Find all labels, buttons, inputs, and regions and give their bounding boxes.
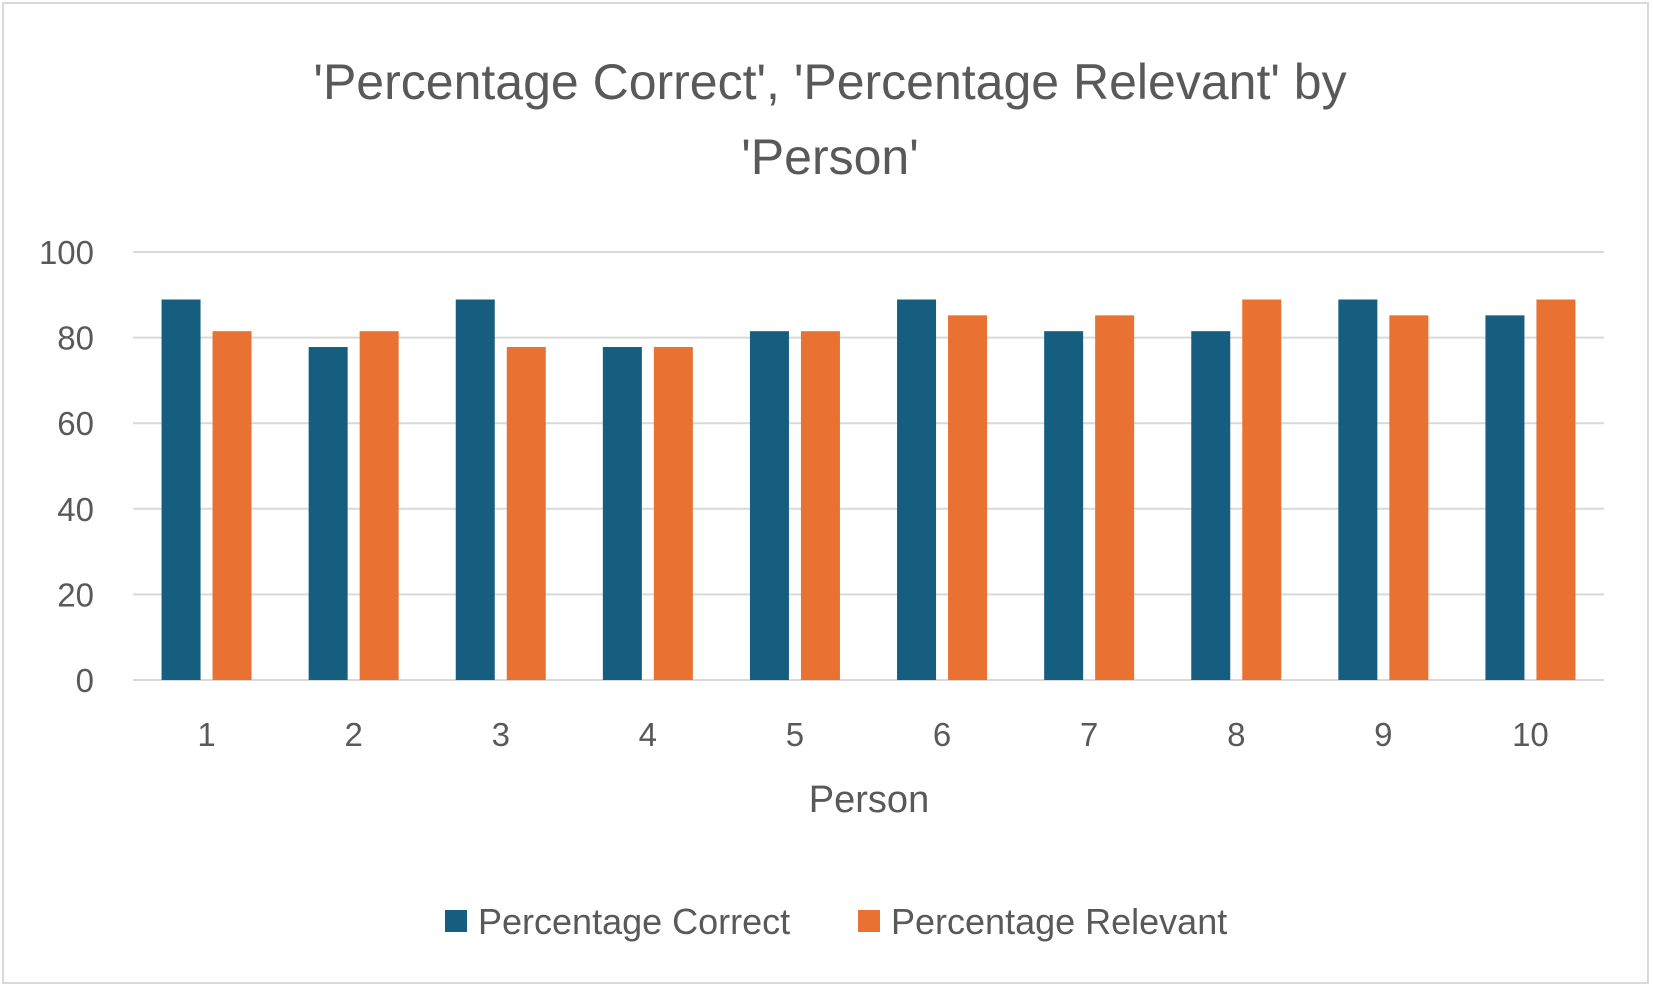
- y-tick-label-80: 80: [57, 320, 94, 357]
- x-tick-label-3: 3: [492, 716, 510, 753]
- bar-percentage-correct-person-9: [1338, 299, 1378, 680]
- x-tick-label-9: 9: [1374, 716, 1392, 753]
- x-tick-label-8: 8: [1227, 716, 1245, 753]
- bar-percentage-relevant-person-8: [1242, 299, 1282, 680]
- y-tick-label-100: 100: [39, 234, 94, 271]
- bar-percentage-correct-person-4: [602, 347, 642, 680]
- bar-percentage-relevant-person-4: [653, 347, 693, 680]
- bar-percentage-relevant-person-3: [506, 347, 546, 680]
- legend: Percentage Correct Percentage Relevant: [445, 901, 1227, 942]
- bar-percentage-correct-person-6: [897, 299, 937, 680]
- legend-swatch-percentage-correct: [445, 910, 467, 932]
- y-tick-label-40: 40: [57, 491, 94, 528]
- chart-title-line1: 'Percentage Correct', 'Percentage Releva…: [313, 54, 1346, 110]
- x-tick-label-2: 2: [344, 716, 362, 753]
- x-tick-label-1: 1: [197, 716, 215, 753]
- bar-percentage-correct-person-7: [1044, 331, 1084, 680]
- bar-percentage-correct-person-2: [308, 347, 348, 680]
- bar-percentage-correct-person-8: [1191, 331, 1231, 680]
- bar-percentage-relevant-person-9: [1389, 315, 1429, 680]
- y-tick-label-20: 20: [57, 576, 94, 613]
- x-axis-tick-labels: 1 2 3 4 5 6 7 8 9 10: [197, 716, 1548, 753]
- x-tick-label-5: 5: [786, 716, 804, 753]
- legend-swatch-percentage-relevant: [858, 910, 880, 932]
- bar-percentage-relevant-person-10: [1536, 299, 1576, 680]
- legend-label-percentage-correct: Percentage Correct: [478, 901, 790, 942]
- x-tick-label-10: 10: [1512, 716, 1549, 753]
- bar-chart: 'Percentage Correct', 'Percentage Releva…: [39, 54, 1604, 942]
- chart-title-line2: 'Person': [741, 129, 919, 185]
- y-tick-label-60: 60: [57, 405, 94, 442]
- bar-percentage-correct-person-3: [455, 299, 495, 680]
- bar-percentage-relevant-person-5: [800, 331, 840, 680]
- legend-label-percentage-relevant: Percentage Relevant: [891, 901, 1227, 942]
- bar-percentage-correct-person-1: [161, 299, 201, 680]
- bar-percentage-relevant-person-7: [1095, 315, 1135, 680]
- bar-percentage-relevant-person-1: [212, 331, 252, 680]
- x-tick-label-4: 4: [639, 716, 657, 753]
- bar-percentage-relevant-person-2: [359, 331, 399, 680]
- bar-percentage-correct-person-5: [749, 331, 789, 680]
- bar-percentage-correct-person-10: [1485, 315, 1525, 680]
- x-tick-label-7: 7: [1080, 716, 1098, 753]
- x-tick-label-6: 6: [933, 716, 951, 753]
- x-axis-title: Person: [809, 779, 929, 821]
- bars: [161, 299, 1576, 680]
- gridlines: [133, 251, 1604, 681]
- y-axis-tick-labels: 0 20 40 60 80 100: [39, 234, 94, 699]
- y-tick-label-0: 0: [76, 662, 94, 699]
- bar-percentage-relevant-person-6: [948, 315, 988, 680]
